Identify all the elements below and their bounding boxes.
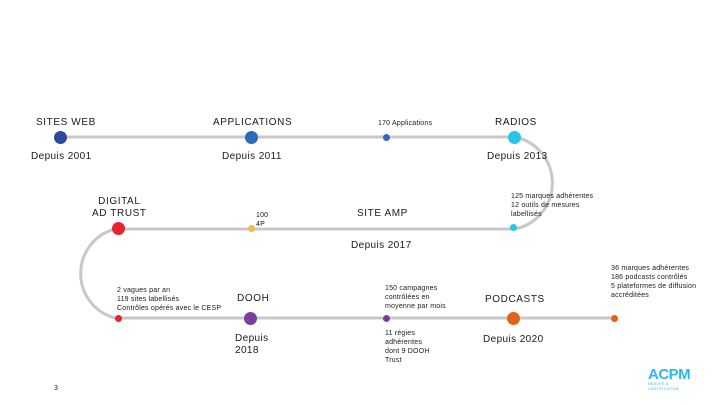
digital-ad-trust-dot: [112, 222, 125, 235]
dooh-campaigns-note: 150 campagnes contrôlées en moyenne par …: [385, 285, 446, 310]
radios-dot: [508, 131, 521, 144]
dooh-since: Depuis 2018: [235, 333, 269, 356]
page-number: 3: [54, 385, 58, 392]
podcasts-count-note: 36 marques adhérentes 186 podcasts contr…: [611, 265, 697, 299]
site-amp-label: SITE AMP: [357, 208, 408, 219]
dooh-campaigns-dot: [383, 315, 390, 322]
acpm-logo: ACPM MESURE & CERTIFICATION: [648, 366, 691, 395]
applications-count-dot: [383, 134, 390, 141]
digital-note: 2 vagues par an 119 sites labellisés Con…: [117, 287, 222, 312]
sites-web-label: SITES WEB: [36, 117, 96, 128]
podcasts-count-dot: [611, 315, 618, 322]
site-amp-since: Depuis 2017: [351, 240, 412, 251]
applications-dot: [245, 131, 258, 144]
applications-since: Depuis 2011: [222, 151, 282, 162]
applications-label: APPLICATIONS: [213, 117, 293, 128]
dooh-regies-note: 11 régies adhérentes dont 9 DOOH Trust: [385, 330, 430, 364]
digital-note-dot: [115, 315, 122, 322]
podcasts-dot: [507, 312, 520, 325]
sites-web-dot: [54, 131, 67, 144]
dooh-label: DOOH: [237, 293, 270, 304]
applications-count-note: 170 Applications: [378, 120, 433, 127]
digital-ad-trust-label: DIGITAL AD TRUST: [92, 196, 147, 219]
logo-mark: ACPM: [648, 366, 691, 383]
podcasts-label: PODCASTS: [485, 294, 545, 305]
dooh-dot: [244, 312, 257, 325]
sites-web-since: Depuis 2001: [31, 151, 92, 162]
app-4p-dot: [248, 225, 255, 232]
logo-subtitle: MESURE & CERTIFICATION: [648, 382, 679, 391]
radios-label: RADIOS: [495, 117, 537, 128]
podcasts-since: Depuis 2020: [483, 334, 544, 345]
radios-count-dot: [510, 224, 517, 231]
app-4p-note: 100 4P: [256, 212, 269, 228]
radios-since: Depuis 2013: [487, 151, 548, 162]
radios-count-note: 125 marques adhérentes 12 outils de mesu…: [511, 193, 594, 218]
